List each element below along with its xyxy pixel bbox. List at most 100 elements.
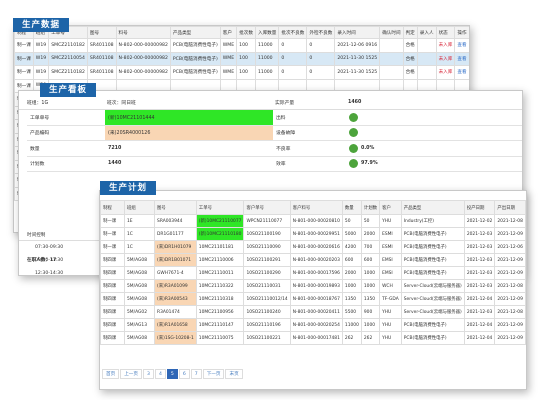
pager-button[interactable]: 7 <box>190 369 202 379</box>
column-header[interactable]: 制程 <box>100 200 126 215</box>
column-header[interactable]: 批次数 <box>236 26 256 39</box>
table-cell: EMSI <box>379 266 402 280</box>
table-cell: 0 <box>278 65 308 80</box>
column-header[interactable]: 料号 <box>115 26 171 39</box>
table-cell: SMCZ2110182 <box>48 65 88 80</box>
table-cell: 1C <box>124 227 156 241</box>
table-row[interactable]: 制四课 5M/AG02 R3A01474 10MC21100956 10SO211002… <box>100 305 526 319</box>
column-header[interactable]: 判定 <box>402 26 418 39</box>
table-cell: SR401108 <box>86 38 117 53</box>
column-header[interactable]: 客户 <box>219 26 238 39</box>
table-row[interactable]: 制四课 5M/AG08 (来)1SG-10208-1 10MC21110075 10SO… <box>100 331 526 345</box>
table-cell: 100 <box>236 51 256 66</box>
column-header[interactable]: 批次不良数 <box>278 26 308 39</box>
table-cell: 未入库 <box>435 38 456 53</box>
table-cell: W19 <box>32 51 50 66</box>
pager-button[interactable]: 首页 <box>102 369 120 379</box>
table-cell[interactable]: 查看 <box>454 51 469 66</box>
pager-button[interactable]: 4 <box>154 369 166 379</box>
table-cell: 2021-12-03 <box>463 253 496 267</box>
table-cell: 2021-12-09 <box>494 292 526 306</box>
table-cell: 2021-12-09 <box>494 331 526 345</box>
pager-button[interactable]: 下一页 <box>202 369 225 379</box>
column-header[interactable]: 客户单号 <box>243 200 291 215</box>
table-row[interactable]: 制四课 5M/AG08 (来)R3A01099 10MC21110322 10SO211… <box>100 279 526 293</box>
table-cell: 10SO21110196 <box>243 318 291 332</box>
table-cell: PCB(电脑消费性电子) <box>169 65 221 80</box>
table-row[interactable]: 制四课 5M/AG08 (来)R3A00543 10MC21110318 10SO211… <box>100 292 526 306</box>
time-control-header: 时间控制 <box>19 231 102 241</box>
metric-value: 1440 <box>105 157 273 172</box>
table-row[interactable]: 制一课 W19 SMCZ2110182 SR401108 N-802-000-00000… <box>14 65 469 80</box>
table-row[interactable]: 制一课 1C DR1G01177 (新)10MC21110180 10SO2110019… <box>100 227 526 241</box>
status-value <box>346 110 522 126</box>
metric-label: 产品编码 <box>27 126 105 141</box>
table-cell <box>379 38 404 53</box>
table-cell: (新)10MC21110077 <box>195 214 245 228</box>
table-cell: 10MC21101181 <box>195 240 245 254</box>
pager-button[interactable]: 3 <box>143 369 154 379</box>
column-header[interactable]: 客户 <box>379 200 402 215</box>
table-row[interactable]: 制一课 1C (来)DR1H01079 10MC21101181 10SO2111009… <box>100 240 526 254</box>
table-cell: 2021-11-30 1525 <box>334 65 381 80</box>
table-cell: 1000 <box>360 318 381 332</box>
column-header[interactable]: 计划数 <box>360 200 381 215</box>
table-cell: 700 <box>360 240 381 254</box>
table-cell <box>379 51 404 66</box>
table-cell: 5500 <box>341 305 362 319</box>
column-header[interactable]: 投产日期 <box>463 200 496 215</box>
table-row[interactable]: 制一课 W19 SMCZ2110054 SR401108 N-802-000-00000… <box>14 51 469 66</box>
table-row[interactable]: 制四课 5M/AG08 GWH7671-4 10MC21110011 10SO21100… <box>100 266 526 280</box>
table-row[interactable]: 制四课 5M/AG13 (来)R1A01658 10MC21110147 10SO211… <box>100 318 526 332</box>
column-header[interactable]: 录入时间 <box>334 26 381 39</box>
column-header[interactable]: 产品类型 <box>400 200 465 215</box>
pager-button[interactable]: 5 <box>166 369 178 379</box>
table-cell: (来)DR1H01079 <box>154 240 197 254</box>
time-control-panel: 时间控制 07:30-09:3009:30-11:3012:30-14:3015… <box>19 231 102 275</box>
pager-button[interactable]: 6 <box>178 369 190 379</box>
table-cell: SMCZ2110182 <box>48 38 88 53</box>
table-cell: 5M/AG13 <box>124 318 156 332</box>
table-cell: PCB(电脑消费性电子) <box>400 227 465 241</box>
table-cell: 11000 <box>254 65 280 80</box>
status-label: 出料 <box>273 110 346 126</box>
column-header[interactable]: 客户料号 <box>289 200 343 215</box>
table-cell: 1350 <box>360 292 381 306</box>
table-cell[interactable]: 查看 <box>454 38 469 53</box>
column-header[interactable]: 确认时间 <box>379 26 404 39</box>
pager-button[interactable]: 末页 <box>225 369 243 379</box>
table-cell: 合格 <box>402 38 418 53</box>
table-cell: 2021-12-08 <box>494 279 526 293</box>
table-cell: N-801-000-00020203 <box>289 253 343 267</box>
column-header[interactable]: 产出日期 <box>494 200 526 215</box>
pager-button[interactable]: 上一页 <box>120 369 142 379</box>
table-row[interactable]: 制四课 5M/AG08 (来)DR1B01071 10MC21110006 10SO21… <box>100 253 526 267</box>
column-header[interactable]: 班组 <box>124 200 156 215</box>
column-header[interactable]: 入库数量 <box>254 26 280 39</box>
table-cell: 制四课 <box>100 318 126 332</box>
table-cell: WME <box>219 38 238 53</box>
column-header[interactable]: 操作 <box>454 26 469 39</box>
table-cell: 制四课 <box>100 292 126 306</box>
column-header[interactable]: 状态 <box>435 26 456 39</box>
column-header[interactable]: 图号 <box>86 26 117 39</box>
metric-label: 工单单号 <box>27 110 105 126</box>
production-data-title: 生产数据 <box>13 18 70 32</box>
table-row[interactable]: 制一课 W19 SMCZ2110182 SR401108 N-802-000-00000… <box>14 38 469 53</box>
column-header[interactable]: 产品类型 <box>169 26 221 39</box>
table-row[interactable]: 制一课 1E SRA003944 (新)10MC21110077 WPCN2111007… <box>100 214 526 228</box>
column-header[interactable]: 外检不良数 <box>306 26 336 39</box>
table-cell: N-801-000-00017481 <box>289 331 343 345</box>
table-cell: 2021-12-09 <box>494 318 526 332</box>
table-cell: ESMI <box>379 227 402 241</box>
table-cell: 900 <box>360 305 381 319</box>
table-cell: 1350 <box>341 292 362 306</box>
table-cell[interactable]: 查看 <box>454 65 469 80</box>
column-header[interactable]: 工单号 <box>195 200 245 215</box>
column-header[interactable]: 录入人 <box>416 26 437 39</box>
column-header[interactable]: 图号 <box>154 200 197 215</box>
table-cell: GWH7671-4 <box>154 266 197 280</box>
table-cell: 2021-12-08 <box>494 305 526 319</box>
column-header[interactable]: 数量 <box>341 200 362 215</box>
table-cell: 5M/AG08 <box>124 266 156 280</box>
